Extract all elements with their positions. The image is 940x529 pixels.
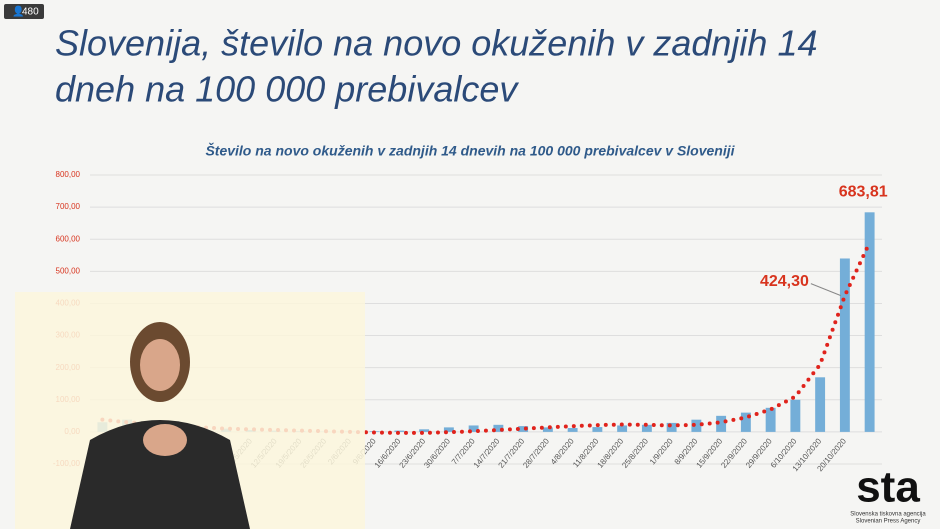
logo-text: Slovenian Press Agency (856, 519, 921, 525)
interpreter-hands (143, 424, 187, 456)
y-tick-label: 700,00 (56, 202, 81, 211)
bar (394, 430, 405, 432)
y-tick-label: 800,00 (56, 170, 81, 179)
bar (641, 424, 652, 432)
bar (839, 258, 850, 432)
bar (740, 412, 751, 432)
bar (666, 422, 677, 432)
bar (765, 407, 776, 432)
chart-title: Število na novo okuženih v zadnjih 14 dn… (205, 142, 735, 159)
bar (567, 428, 578, 432)
viewer-badge (4, 4, 44, 19)
bar (790, 399, 801, 432)
bar (617, 425, 628, 432)
slide-title: dneh na 100 000 prebivalcev (55, 69, 519, 110)
interpreter-body (70, 420, 250, 529)
bar (493, 424, 504, 432)
logo-text: Slovenska tiskovna agencija (850, 512, 926, 518)
label-leader (810, 283, 842, 297)
data-label: 424,30 (760, 273, 809, 290)
bar (864, 212, 875, 432)
bar (419, 429, 430, 432)
logo-mark: sta (856, 463, 920, 512)
bar (592, 427, 603, 432)
bar (518, 426, 529, 432)
data-label: 683,81 (839, 184, 888, 201)
interpreter-face (140, 339, 180, 391)
logo: sta Slovenska tiskovna agencija Slovenia… (850, 463, 926, 525)
bar (716, 415, 727, 432)
interpreter (15, 292, 365, 529)
bar (542, 427, 553, 432)
bar (468, 425, 479, 432)
slide-title: Slovenija, število na novo okuženih v za… (55, 23, 818, 64)
y-tick-label: 500,00 (56, 266, 81, 275)
viewer-icon: 👤 (12, 5, 24, 18)
viewer-count: 480 (22, 7, 39, 18)
bar (815, 377, 826, 432)
y-tick-label: 600,00 (56, 234, 81, 243)
bar (443, 427, 454, 432)
bar (691, 419, 702, 432)
